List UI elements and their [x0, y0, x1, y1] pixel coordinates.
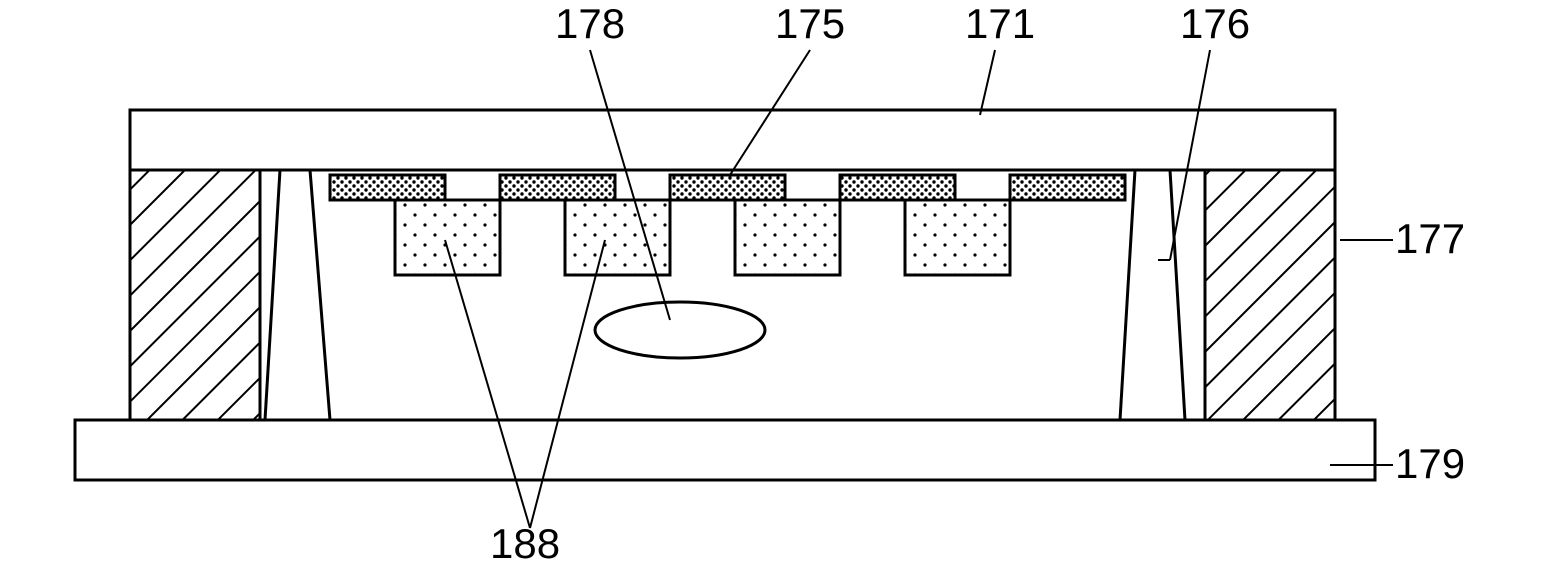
diagram-svg — [0, 0, 1564, 571]
electrode-5 — [1010, 175, 1125, 200]
ellipse-178 — [595, 302, 765, 358]
label-176: 176 — [1180, 0, 1250, 48]
inner-line-2 — [310, 170, 330, 420]
inner-line-3 — [1120, 170, 1135, 420]
leader-171 — [980, 50, 995, 115]
label-175: 175 — [775, 0, 845, 48]
bottom-plate — [75, 420, 1375, 480]
label-171: 171 — [965, 0, 1035, 48]
electrode-4 — [840, 175, 955, 200]
inner-line-4 — [1170, 170, 1185, 420]
spacer-block-1 — [395, 200, 500, 275]
top-plate — [130, 110, 1335, 170]
label-188: 188 — [490, 520, 560, 568]
leader-188-a — [445, 240, 530, 528]
electrode-2 — [500, 175, 615, 200]
leader-188-b — [530, 240, 605, 528]
electrode-1 — [330, 175, 445, 200]
label-179: 179 — [1395, 440, 1465, 488]
label-177: 177 — [1395, 215, 1465, 263]
electrode-3 — [670, 175, 785, 200]
right-hatched-block — [1205, 170, 1335, 420]
spacer-block-4 — [905, 200, 1010, 275]
inner-line-1 — [265, 170, 280, 420]
spacer-block-3 — [735, 200, 840, 275]
diagram-container: 178 175 171 176 177 179 188 — [0, 0, 1564, 571]
label-178: 178 — [555, 0, 625, 48]
left-hatched-block — [130, 170, 260, 420]
